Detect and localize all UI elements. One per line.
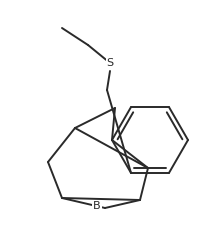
Text: S: S (107, 58, 114, 68)
Text: B: B (93, 201, 101, 211)
